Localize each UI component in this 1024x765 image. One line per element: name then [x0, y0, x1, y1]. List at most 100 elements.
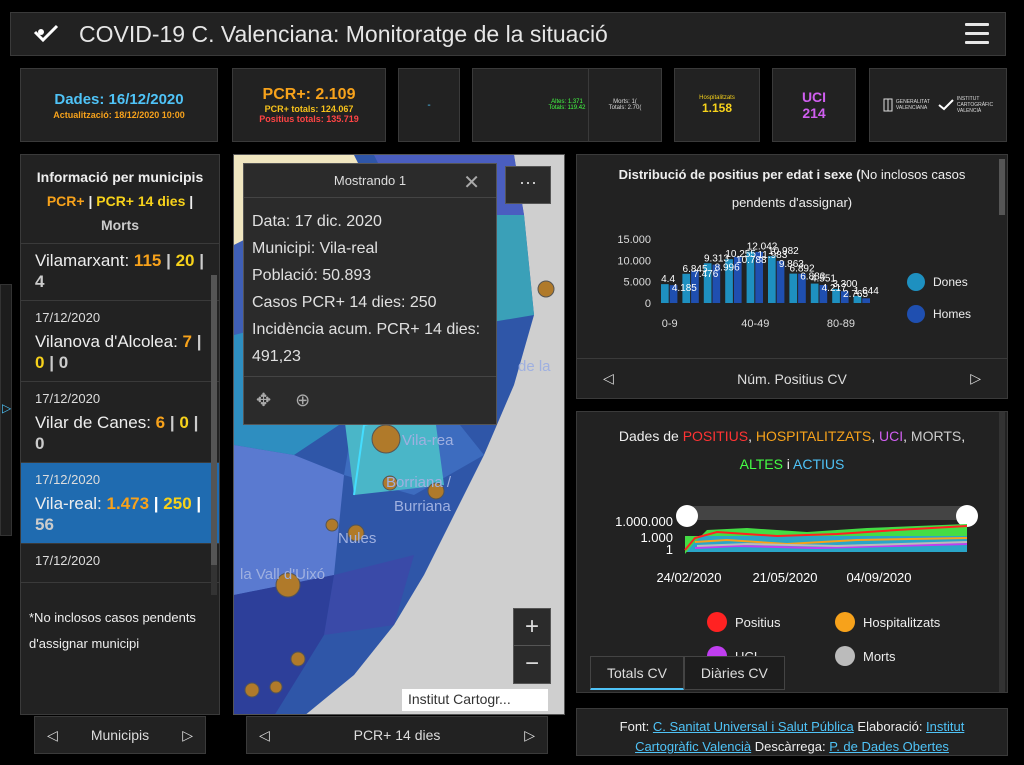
footer-link-dades[interactable]: P. de Dades Obertes: [829, 739, 949, 754]
chevron-left-icon[interactable]: ◁: [47, 726, 58, 743]
tab-totals[interactable]: Totals CV: [590, 656, 684, 690]
chevron-right-icon[interactable]: ▷: [970, 370, 981, 386]
side-panel-toggle[interactable]: ▷: [0, 284, 12, 536]
evolution-chart-panel: Dades de POSITIUS, HOSPITALITZATS, UCI, …: [576, 411, 1008, 693]
list-item[interactable]: 17/12/2020 Vilanova d'Alcolea: 7 | 0 | 0: [21, 301, 219, 382]
pan-icon[interactable]: ✥: [256, 390, 272, 410]
muni-date: 17/12/2020: [35, 391, 101, 406]
list-item[interactable]: 17/12/2020 Vilar de Canes: 6 | 0 | 0: [21, 382, 219, 463]
chevron-left-icon[interactable]: ◁: [259, 726, 270, 743]
legend-item-hospitalitzats[interactable]: Hospitalitzats: [835, 612, 940, 632]
data-label: 6.883: [800, 272, 825, 283]
legend-pcr14: PCR+ 14 dies: [96, 193, 186, 209]
icv-line2: CARTOGRÀFIC: [956, 102, 994, 108]
muni-morts: 4: [35, 272, 45, 291]
series-positius: [684, 525, 968, 551]
map-label-burriana1: Borriana /: [386, 474, 452, 491]
hamburger-menu-icon[interactable]: [965, 23, 989, 45]
footer-link-sanitat[interactable]: C. Sanitat Universal i Salut Pública: [652, 719, 854, 734]
positives-total: Positius totals: 135.719: [259, 114, 359, 124]
legend-item-morts[interactable]: Morts: [835, 646, 896, 666]
hosp-card: Hospitalitzats 1.158: [674, 68, 760, 142]
muni-pcr: 1.473: [106, 494, 150, 513]
data-label: 6.892: [790, 264, 815, 275]
t-hos: HOSPITALITZATS: [755, 428, 872, 444]
legend-dot-homes: [907, 305, 925, 323]
list-scrollbar[interactable]: [211, 275, 217, 695]
bar-dones: [810, 283, 819, 303]
close-icon[interactable]: ✕: [463, 172, 480, 194]
data-label: 6.845: [683, 264, 708, 275]
muni-pcr14: 250: [163, 494, 192, 513]
zoom-out-button[interactable]: −: [524, 650, 539, 677]
more-options-button[interactable]: ···: [505, 166, 551, 204]
bar-homes: [862, 298, 870, 303]
zoom-control: + −: [513, 608, 551, 684]
range-handle-left[interactable]: [676, 505, 698, 527]
muni-morts: 0: [35, 434, 45, 453]
muni-name: Vilamarxant:: [35, 251, 130, 270]
map-label-nules: Nules: [338, 530, 376, 547]
t-act: ACTIUS: [793, 456, 845, 472]
zoom-in-button[interactable]: +: [514, 609, 550, 646]
chart2-scrollbar[interactable]: [999, 412, 1005, 692]
legend-sep: |: [189, 193, 194, 209]
pager-label: Núm. Positius CV: [737, 370, 847, 387]
map-attribution[interactable]: Institut Cartogr...: [402, 689, 548, 711]
chart1-scrollbar[interactable]: [999, 159, 1005, 215]
muni-name: Vilar de Canes:: [35, 413, 151, 432]
bar-homes: [669, 285, 678, 303]
x-tick-label: 21/05/2020: [752, 570, 817, 585]
chevron-left-icon[interactable]: ◁: [603, 370, 614, 386]
bar-dones: [768, 256, 776, 303]
pcr-total: PCR+ totals: 124.067: [264, 104, 354, 114]
range-handle-right[interactable]: [956, 505, 978, 527]
data-label: 9.313: [704, 253, 729, 264]
y-tick-label: 1.000: [640, 530, 673, 545]
tab-diaries[interactable]: Diàries CV: [683, 656, 785, 690]
chevron-right-icon: ▷: [2, 401, 12, 415]
x-tick-label: 04/09/2020: [846, 570, 911, 585]
popup-line-date: Data: 17 dic. 2020: [252, 213, 382, 230]
icv-mark-icon: [938, 99, 954, 111]
series-morts: [696, 541, 968, 548]
chevron-right-icon[interactable]: ▷: [182, 726, 193, 743]
list-item[interactable]: 17/12/2020: [21, 544, 219, 583]
legend-dot-morts: [835, 646, 855, 666]
list-title: Informació per municipis: [36, 169, 204, 185]
sources-footer: Font: C. Sanitat Universal i Salut Públi…: [576, 708, 1008, 756]
data-label: 10.788: [736, 255, 767, 266]
bar-dones: [682, 273, 691, 303]
list-item-selected[interactable]: 17/12/2020 Vila-real: 1.473 | 250 | 56: [21, 463, 219, 544]
gva-logo: GENERALITAT VALENCIANA: [883, 98, 930, 112]
muni-pcr: 115: [133, 251, 162, 270]
map-pager: ◁ PCR+ 14 dies ▷: [246, 716, 548, 754]
hosp-label: Hospitalitzats: [699, 95, 735, 101]
muni-date: 17/12/2020: [35, 553, 101, 568]
t-mor: MORTS: [910, 428, 962, 444]
range-slider-track: [683, 506, 969, 520]
muni-name: Vilanova d'Alcolea:: [35, 332, 178, 351]
popup-body: Data: 17 dic. 2020 Municipi: Vila-real P…: [244, 198, 496, 380]
chart2-title: Dades de POSITIUS, HOSPITALITZATS, UCI, …: [577, 412, 1007, 478]
bar-homes: [691, 271, 699, 303]
list-header: Informació per municipis PCR+ | PCR+ 14 …: [21, 155, 219, 244]
map-label-vall: la Vall d'Uixó: [240, 566, 325, 583]
y-tick-label: 0: [645, 298, 651, 310]
pager-label: Municipis: [90, 727, 150, 743]
altes-daily: Altes: 1.371: [551, 99, 583, 105]
chevron-right-icon[interactable]: ▷: [524, 726, 535, 743]
bar-dones: [832, 288, 840, 303]
popup-title: Mostrando 1: [333, 173, 407, 188]
footer-elab-label: Elaboració:: [853, 719, 927, 734]
zoom-to-icon[interactable]: ⊕: [295, 390, 311, 410]
legend-item-positius[interactable]: Positius: [707, 612, 781, 632]
list-item[interactable]: Vilamarxant: 115 | 20 | 4: [21, 244, 219, 301]
legend-label-morts: Morts: [863, 648, 896, 664]
logos-card: GENERALITAT VALENCIANA INSTITUT CARTOGRÀFI…: [869, 68, 1007, 142]
legend-label-positius: Positius: [735, 614, 781, 630]
footer-link-icv[interactable]: Institut Cartogràfic Valencià: [635, 719, 965, 754]
t-c3: ,: [903, 428, 911, 444]
legend-pcr: PCR+: [46, 193, 85, 209]
